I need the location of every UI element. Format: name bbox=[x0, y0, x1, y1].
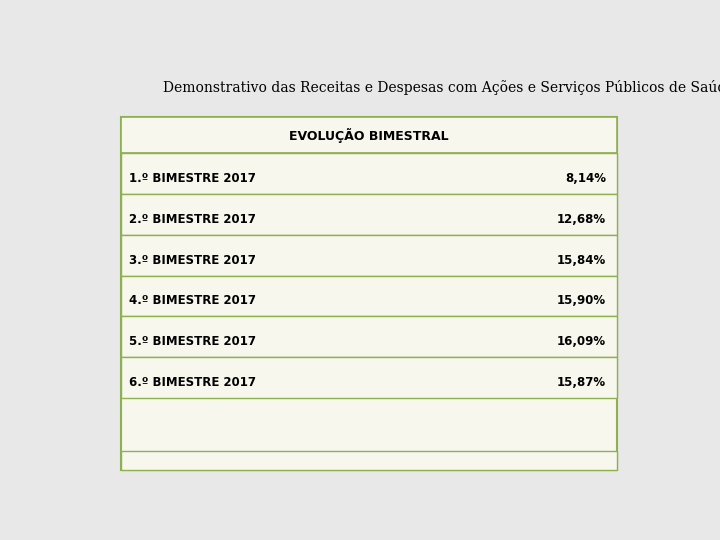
Text: 1.º BIMESTRE 2017: 1.º BIMESTRE 2017 bbox=[129, 172, 256, 185]
Bar bbox=[121, 275, 617, 316]
Text: 15,87%: 15,87% bbox=[557, 376, 606, 389]
Text: EVOLUÇÃO BIMESTRAL: EVOLUÇÃO BIMESTRAL bbox=[289, 127, 449, 143]
Bar bbox=[121, 153, 617, 194]
Bar bbox=[121, 316, 617, 357]
Text: 16,09%: 16,09% bbox=[557, 335, 606, 348]
Bar bbox=[121, 235, 617, 275]
Text: 15,90%: 15,90% bbox=[557, 294, 606, 307]
Text: 15,84%: 15,84% bbox=[557, 254, 606, 267]
Text: 3.º BIMESTRE 2017: 3.º BIMESTRE 2017 bbox=[129, 254, 256, 267]
Bar bbox=[121, 194, 617, 235]
Text: 8,14%: 8,14% bbox=[565, 172, 606, 185]
Text: 4.º BIMESTRE 2017: 4.º BIMESTRE 2017 bbox=[129, 294, 256, 307]
Text: 2.º BIMESTRE 2017: 2.º BIMESTRE 2017 bbox=[129, 213, 256, 226]
Bar bbox=[121, 357, 617, 398]
Bar bbox=[121, 117, 617, 153]
Text: 6.º BIMESTRE 2017: 6.º BIMESTRE 2017 bbox=[129, 376, 256, 389]
Text: 12,68%: 12,68% bbox=[557, 213, 606, 226]
Bar bbox=[121, 451, 617, 470]
Text: 5.º BIMESTRE 2017: 5.º BIMESTRE 2017 bbox=[129, 335, 256, 348]
Text: Demonstrativo das Receitas e Despesas com Ações e Serviços Públicos de Saúde: Demonstrativo das Receitas e Despesas co… bbox=[163, 80, 720, 95]
Bar bbox=[121, 117, 617, 470]
